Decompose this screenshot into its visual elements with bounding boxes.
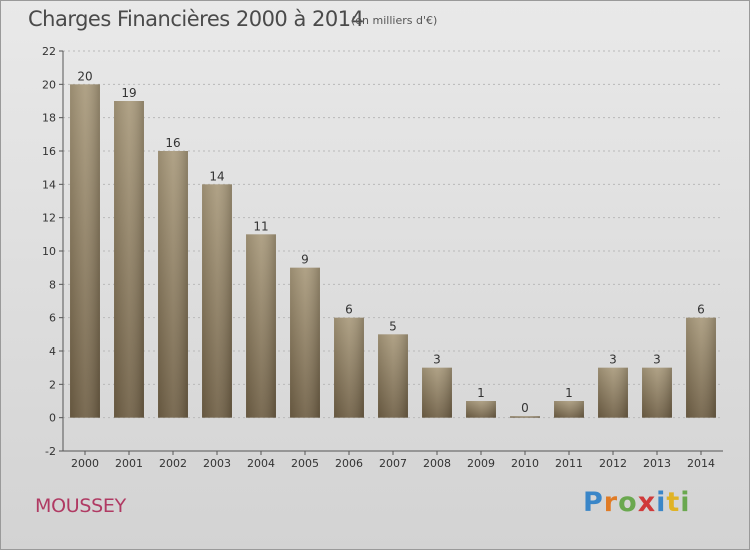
data-label: 11 [253,219,268,233]
bar-shade [598,367,628,418]
y-tick-label: 14 [42,178,56,191]
data-label: 3 [609,353,617,367]
data-label: 6 [345,303,353,317]
brand-letter: o [618,487,638,518]
bar-shade [158,151,188,418]
bar-shade [378,334,408,418]
x-tick-label: 2012 [599,457,627,470]
x-tick-label: 2001 [115,457,143,470]
data-label: 3 [653,353,661,367]
x-tick-label: 2004 [247,457,275,470]
bar-shade [422,367,452,418]
x-tick-label: 2007 [379,457,407,470]
x-tick-label: 2010 [511,457,539,470]
bar-shade [510,416,540,418]
y-tick-label: 6 [49,312,56,325]
chart-title: Charges Financières 2000 à 2014 [28,7,364,31]
data-label: 1 [565,386,573,400]
data-label: 19 [121,86,136,100]
x-tick-label: 2005 [291,457,319,470]
data-label: 0 [521,401,529,415]
data-label: 14 [209,169,224,183]
bars [70,84,716,418]
x-tick-label: 2008 [423,457,451,470]
brand-logo[interactable]: Proxiti [583,487,691,518]
y-tick-label: 8 [49,278,56,291]
y-tick-label: 20 [42,78,56,91]
brand-letter: t [666,487,681,518]
bar-shade [290,267,320,418]
bar-shade [246,234,276,418]
x-tick-label: 2006 [335,457,363,470]
bar-shade [642,367,672,418]
bar-shade [554,401,584,418]
brand-letter: i [680,487,691,518]
data-label: 20 [77,69,92,83]
data-label: 3 [433,353,441,367]
y-tick-label: 2 [49,378,56,391]
y-tick-label: -2 [45,445,56,458]
brand-letter: i [656,487,667,518]
x-tick-label: 2000 [71,457,99,470]
data-label: 16 [165,136,180,150]
chart-subtitle: (en milliers d'€) [351,14,438,27]
brand-letter: P [583,487,604,518]
x-tick-label: 2013 [643,457,671,470]
bar-shade [70,84,100,418]
brand-letter: x [637,487,657,518]
y-tick-label: 4 [49,345,56,358]
data-labels: 20 19 16 14 11 9 6 5 3 1 0 1 3 3 6 [77,69,704,415]
data-label: 1 [477,386,485,400]
x-tick-label: 2009 [467,457,495,470]
bar-shade [686,317,716,418]
x-tick-label: 2011 [555,457,583,470]
bar-shade [114,101,144,418]
y-tick-label: 18 [42,112,56,125]
x-tick-label: 2014 [687,457,715,470]
y-tick-label: 10 [42,245,56,258]
place-name: MOUSSEY [35,495,126,517]
bar-shade [334,317,364,418]
y-tick-label: 12 [42,212,56,225]
y-tick-label: 0 [49,412,56,425]
bar-shade [202,184,232,418]
y-tick-label: 22 [42,45,56,58]
bar-shade [466,401,496,418]
x-tick-label: 2003 [203,457,231,470]
y-tick-label: 16 [42,145,56,158]
data-label: 9 [301,253,309,267]
data-label: 5 [389,319,397,333]
brand-letter: r [603,487,619,518]
data-label: 6 [697,303,705,317]
x-tick-label: 2002 [159,457,187,470]
